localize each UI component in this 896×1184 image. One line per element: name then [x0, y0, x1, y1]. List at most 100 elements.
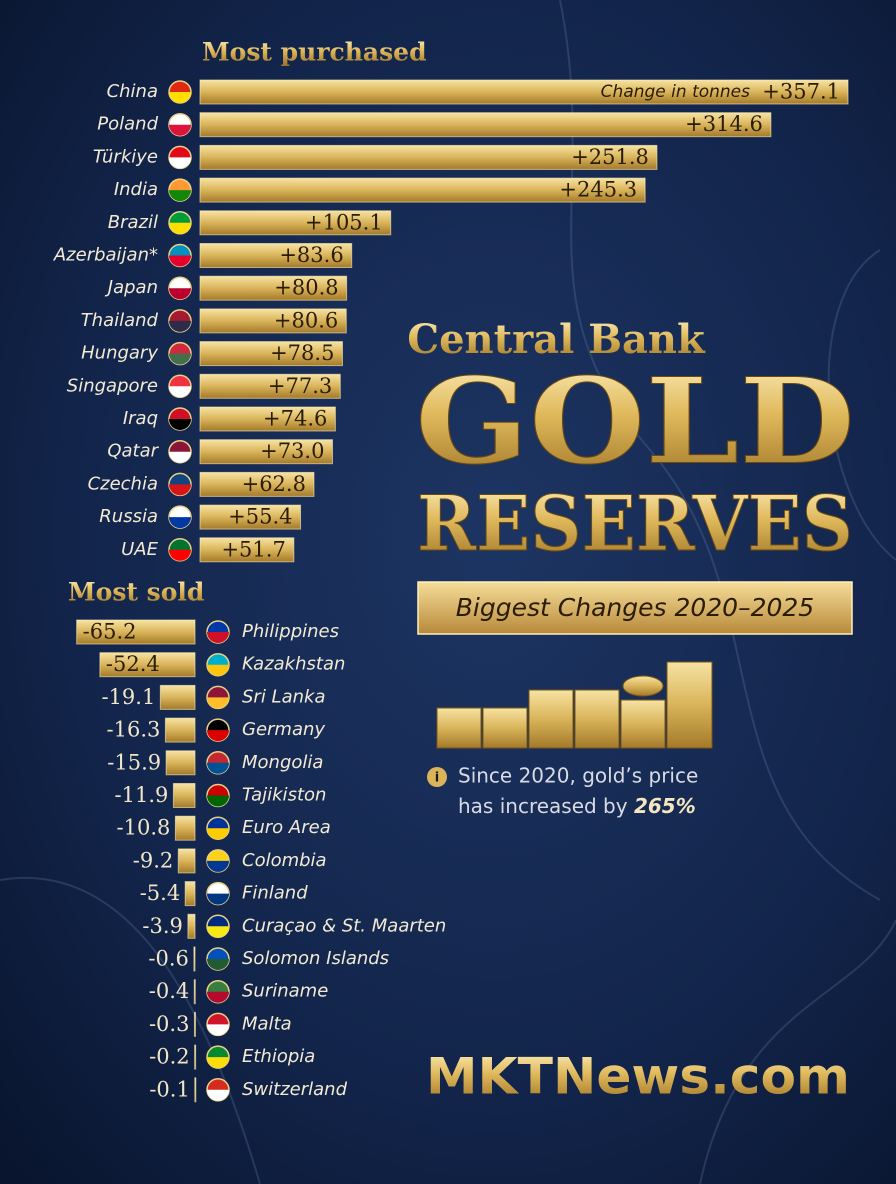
- chart-title: Most purchased: [202, 38, 427, 67]
- flag: [169, 157, 191, 169]
- value-label: +80.8: [274, 276, 338, 300]
- bar: [199, 471, 315, 497]
- flag: [169, 549, 191, 561]
- flag: [169, 484, 191, 496]
- flag: [207, 1057, 229, 1069]
- value-label: +314.6: [685, 112, 763, 136]
- value-label: +83.6: [279, 243, 343, 267]
- flag: [169, 320, 191, 332]
- country-label: Kazakhstan: [242, 654, 345, 675]
- bar: [193, 946, 196, 972]
- country-label: Suriname: [242, 981, 328, 1002]
- country-label: Sri Lanka: [242, 686, 325, 707]
- flag: [207, 762, 229, 774]
- bar: [99, 652, 196, 678]
- value-label: +245.3: [559, 178, 637, 202]
- country-label: Tajikiston: [242, 785, 326, 806]
- country-label: China: [107, 81, 158, 102]
- country-label: Philippines: [242, 621, 339, 642]
- bar: [159, 684, 196, 710]
- country-label: Finland: [242, 883, 308, 904]
- country-label: Russia: [99, 506, 158, 527]
- country-label: Poland: [97, 114, 158, 135]
- country-label: Curaçao & St. Maarten: [242, 915, 446, 936]
- flag: [169, 517, 191, 529]
- flag: [169, 255, 191, 267]
- chart-title: Most sold: [68, 578, 204, 607]
- country-label: Japan: [105, 277, 158, 298]
- value-label: +80.6: [274, 308, 338, 332]
- value-label: -0.1: [149, 1077, 190, 1101]
- bar: [199, 537, 295, 563]
- country-label: Iraq: [123, 408, 158, 429]
- bar: [174, 815, 196, 841]
- country-label: Germany: [242, 719, 325, 740]
- flag: [169, 190, 191, 202]
- value-label: -0.6: [148, 947, 189, 971]
- bar: [193, 1011, 196, 1037]
- bar: [199, 275, 348, 301]
- bar: [193, 979, 196, 1005]
- value-label: -9.2: [133, 848, 174, 872]
- country-label: UAE: [121, 539, 158, 560]
- flag: [169, 124, 191, 136]
- flag: [207, 959, 229, 970]
- country-label: Qatar: [107, 441, 159, 462]
- bar: [199, 504, 302, 530]
- flag: [207, 697, 229, 709]
- value-label: +55.4: [228, 505, 292, 529]
- value-label: -19.1: [101, 685, 155, 709]
- bar: [194, 1077, 197, 1103]
- bar: [199, 177, 646, 203]
- tagline: Biggest Changes 2020–2025: [456, 593, 814, 622]
- value-label: +105.1: [305, 210, 383, 234]
- country-label: Switzerland: [242, 1079, 348, 1100]
- flag: [169, 353, 191, 365]
- value-label: -16.3: [107, 718, 161, 742]
- note-highlight: 265%: [634, 794, 696, 818]
- value-label: -65.2: [83, 620, 137, 644]
- country-label: Euro Area: [242, 817, 331, 838]
- flag: [169, 419, 191, 430]
- country-label: Thailand: [81, 310, 159, 331]
- value-label: +74.6: [263, 407, 327, 431]
- title: GOLD: [415, 352, 855, 491]
- bar: [199, 144, 658, 170]
- kicker: Central Bank: [407, 316, 706, 363]
- country-label: Ethiopia: [242, 1046, 315, 1067]
- country-label: Czechia: [88, 473, 158, 494]
- info-icon: [427, 767, 447, 787]
- bar: [199, 373, 341, 399]
- value-label: -0.3: [149, 1012, 190, 1036]
- brand: MKTNews.com: [426, 1048, 850, 1106]
- bar: [199, 439, 333, 465]
- flag: [207, 828, 229, 840]
- bar: [199, 308, 347, 334]
- value-label: -3.9: [142, 914, 183, 938]
- flag: [169, 92, 191, 103]
- bar: [199, 243, 353, 268]
- bar: [164, 717, 196, 743]
- bar: [172, 783, 196, 808]
- flag: [169, 386, 191, 398]
- country-label: Hungary: [81, 343, 158, 364]
- note-text: has increased by: [458, 794, 628, 818]
- flag: [207, 664, 229, 676]
- value-label: +251.8: [571, 145, 649, 169]
- bar: [187, 913, 196, 939]
- country-label: Solomon Islands: [242, 948, 389, 969]
- value-label: -0.2: [149, 1045, 190, 1069]
- note: has increased by 265%: [458, 794, 696, 818]
- flag: [207, 1089, 229, 1101]
- value-label: -0.4: [149, 979, 190, 1003]
- flag: [169, 451, 191, 463]
- flag: [207, 991, 229, 1003]
- value-label: -52.4: [106, 652, 160, 676]
- bar: [199, 79, 849, 105]
- flag: [207, 730, 229, 742]
- country-label: Brazil: [108, 212, 158, 233]
- flag: [169, 288, 191, 300]
- bar: [199, 210, 392, 236]
